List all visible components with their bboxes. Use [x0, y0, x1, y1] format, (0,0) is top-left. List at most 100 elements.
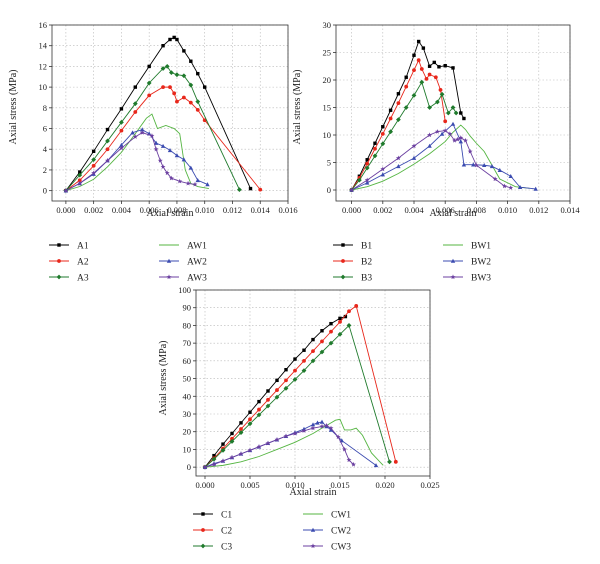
data-point	[284, 368, 288, 372]
legend-label: CW2	[331, 527, 351, 537]
data-point	[105, 127, 110, 132]
data-point	[258, 187, 263, 192]
data-point	[275, 378, 279, 383]
series-cw1	[204, 418, 384, 468]
data-point	[257, 407, 261, 412]
series-line	[351, 130, 511, 191]
chart-a-axis-labels: Axial strain Axial stress (MPa)	[8, 70, 193, 220]
data-point	[450, 105, 456, 110]
data-point	[248, 186, 253, 191]
data-point	[132, 134, 138, 139]
legend-label: BW2	[471, 258, 491, 268]
data-point	[357, 177, 362, 183]
data-point	[174, 153, 180, 158]
y-tick-label: 10	[39, 82, 48, 92]
data-point	[274, 394, 280, 400]
y-tick-label: 100	[178, 285, 191, 295]
data-point	[411, 93, 417, 98]
data-point	[149, 133, 155, 138]
legend-item-cw3: CW3	[303, 543, 351, 553]
data-point	[335, 434, 341, 440]
legend-item-bw2: BW2	[443, 258, 491, 268]
chart-b-legend: B1 B2 B3 BW1 BW2 BW3	[333, 242, 491, 284]
x-tick-label: 0.006	[436, 205, 455, 215]
legend-item-cw2: CW2	[303, 527, 351, 537]
legend-label: CW1	[331, 511, 351, 521]
data-point	[118, 145, 124, 151]
data-point	[346, 457, 352, 463]
data-point	[396, 92, 401, 96]
plot-frame	[51, 24, 289, 202]
legend-marker	[166, 258, 172, 263]
data-point	[78, 170, 82, 174]
y-tick-label: 6	[43, 124, 47, 134]
y-tick-label: 15	[323, 103, 332, 113]
legend-item-cw1: CW1	[303, 511, 351, 521]
data-point	[365, 158, 369, 162]
data-point	[119, 119, 124, 125]
x-tick-label: 0.004	[404, 205, 424, 215]
data-point	[202, 464, 208, 470]
data-point	[195, 99, 201, 105]
series-line	[65, 132, 196, 192]
data-point	[175, 99, 179, 104]
data-point	[310, 425, 316, 431]
data-point	[315, 420, 320, 425]
legend-item-a1: A1	[49, 242, 89, 252]
data-point	[188, 100, 193, 105]
data-point	[181, 95, 186, 100]
data-point	[119, 128, 124, 133]
x-tick-label: 0.008	[467, 205, 486, 215]
data-point	[157, 158, 163, 163]
data-point	[91, 163, 96, 168]
data-point	[256, 412, 262, 418]
data-point	[354, 304, 359, 308]
chart-c-xlabel: Axial strain	[290, 487, 337, 498]
data-point	[324, 422, 329, 428]
data-point	[463, 137, 468, 143]
data-point	[153, 146, 159, 152]
y-tick-label: 0	[187, 462, 191, 472]
data-point	[266, 397, 270, 402]
data-point	[133, 85, 137, 89]
data-point	[283, 385, 289, 391]
data-point	[283, 433, 289, 439]
data-point	[489, 164, 495, 169]
data-point	[411, 155, 417, 160]
legend-item-aw2: AW2	[159, 258, 207, 268]
data-point	[438, 88, 443, 92]
series-a3	[63, 64, 242, 194]
data-point	[381, 125, 385, 129]
data-point	[342, 446, 347, 452]
y-tick-label: 80	[183, 320, 192, 330]
y-tick-label: 60	[183, 356, 192, 366]
series-line	[65, 113, 209, 192]
data-point	[329, 329, 333, 334]
data-point	[364, 165, 370, 171]
y-tick-label: 30	[183, 409, 192, 419]
series-b3	[349, 79, 459, 193]
data-point	[311, 349, 315, 354]
data-point	[133, 110, 138, 114]
data-point	[167, 147, 173, 153]
y-tick-label: 50	[183, 374, 192, 384]
x-tick-label: 0.015	[330, 480, 349, 490]
chart-a-ylabel: Axial stress (MPa)	[8, 70, 19, 145]
data-point	[212, 453, 216, 458]
data-point	[508, 185, 514, 190]
data-point	[181, 73, 187, 79]
y-tick-label: 0	[43, 186, 47, 196]
y-tick-label: 2	[43, 165, 47, 175]
y-tick-label: 8	[43, 103, 47, 113]
y-tick-label: 90	[183, 303, 192, 313]
y-tick-label: 10	[323, 130, 332, 140]
data-point	[329, 321, 333, 326]
data-point	[164, 64, 170, 69]
data-point	[119, 107, 124, 111]
data-point	[91, 157, 97, 162]
data-point	[445, 110, 451, 116]
series-cw3	[202, 422, 356, 470]
legend-marker	[340, 274, 346, 280]
data-point	[119, 142, 124, 147]
data-point	[146, 80, 152, 86]
